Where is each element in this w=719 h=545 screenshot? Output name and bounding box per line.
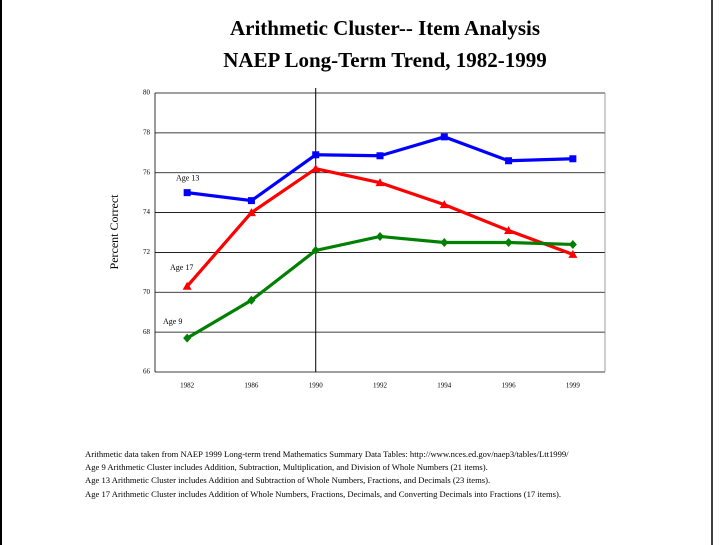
marker: [311, 245, 320, 255]
marker: [568, 249, 578, 258]
marker: [375, 178, 385, 187]
marker: [568, 239, 577, 249]
y-tick-label: 68: [143, 328, 151, 336]
marker: [376, 231, 384, 241]
y-tick-label: 70: [143, 288, 151, 296]
series-line: [186, 234, 573, 340]
note: Age 13 Arithmetic Cluster includes Addit…: [85, 475, 490, 485]
x-tick-label: 1982: [180, 382, 195, 390]
marker: [569, 155, 577, 163]
marker: [505, 157, 513, 165]
y-tick-label: 80: [143, 89, 151, 97]
series-label: Age 17: [170, 263, 193, 272]
x-tick-label: 1994: [437, 382, 452, 390]
y-tick-label: 66: [143, 368, 151, 376]
marker: [504, 226, 514, 235]
series-line: [186, 135, 573, 203]
marker: [504, 237, 513, 247]
x-tick-label: 1986: [244, 382, 259, 390]
marker: [247, 295, 256, 305]
series-label: Age 13: [176, 173, 199, 182]
x-tick-label: 1990: [309, 382, 324, 390]
chart-title: Arithmetic Cluster-- Item Analysis: [230, 16, 540, 40]
marker: [247, 197, 255, 205]
marker: [183, 333, 192, 343]
marker: [311, 164, 321, 173]
series-line: [185, 167, 574, 288]
series-label: Age 9: [163, 317, 182, 326]
marker: [183, 189, 191, 197]
y-tick-label: 76: [143, 168, 151, 176]
note: Arithmetic data taken from NAEP 1999 Lon…: [85, 449, 569, 459]
marker: [439, 200, 449, 209]
y-tick-label: 72: [143, 248, 151, 256]
chart-title: NAEP Long-Term Trend, 1982-1999: [223, 48, 547, 72]
x-tick-label: 1996: [502, 382, 517, 390]
note: Age 17 Arithmetic Cluster includes Addit…: [85, 489, 561, 499]
x-tick-label: 1992: [373, 382, 388, 390]
marker: [376, 152, 384, 160]
note: Age 9 Arithmetic Cluster includes Additi…: [85, 462, 488, 472]
y-axis-label: Percent Correct: [107, 194, 121, 270]
marker: [440, 237, 449, 247]
y-tick-label: 78: [143, 128, 151, 136]
x-tick-label: 1999: [566, 382, 581, 390]
marker: [246, 208, 256, 217]
y-tick-label: 74: [143, 208, 151, 216]
marker: [312, 151, 320, 159]
marker: [182, 281, 192, 290]
notes: Arithmetic data taken from NAEP 1999 Lon…: [85, 449, 569, 499]
marker: [440, 133, 448, 141]
